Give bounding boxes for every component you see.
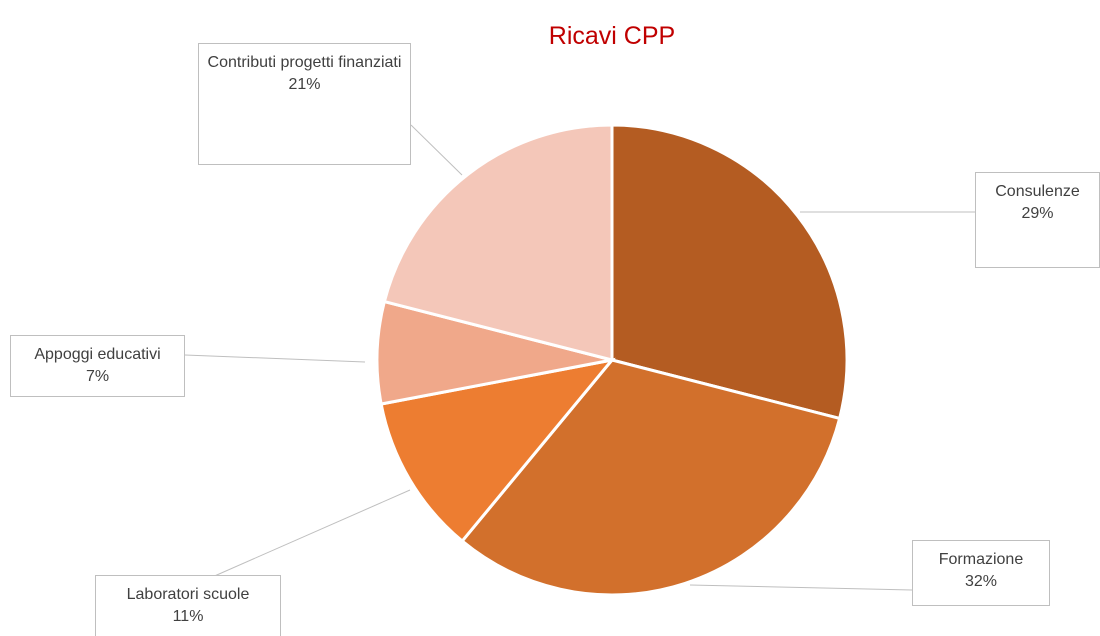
data-label: Contributi progetti finanziati 21% <box>198 43 411 165</box>
pie-slice <box>382 123 614 362</box>
label-value: 7% <box>85 368 110 385</box>
leader-lines <box>184 124 975 591</box>
label-name: Consulenze <box>995 183 1080 200</box>
label-name: Contributi progetti finanziati <box>207 54 402 71</box>
pie-slice <box>610 123 849 421</box>
label-value: 21% <box>288 76 321 93</box>
data-label: Laboratori scuole 11% <box>95 575 281 636</box>
leader-line <box>410 124 463 176</box>
pie-slice <box>379 357 616 544</box>
label-name: Appoggi educativi <box>34 346 161 363</box>
label-value: 11% <box>172 608 204 625</box>
data-label: Formazione 32% <box>912 540 1050 606</box>
leader-line <box>209 489 411 579</box>
label-name: Formazione <box>938 551 1024 568</box>
label-value: 32% <box>964 573 998 590</box>
chart-title: Ricavi CPP <box>549 22 675 50</box>
label-name: Laboratori scuole <box>126 586 250 603</box>
data-label: Consulenze 29% <box>975 172 1100 268</box>
label-value: 29% <box>1021 205 1054 222</box>
pie-slice <box>460 358 842 597</box>
leader-line <box>184 354 366 363</box>
data-label: Appoggi educativi 7% <box>10 335 185 397</box>
pie-slice <box>375 299 613 406</box>
leader-line <box>689 584 913 591</box>
